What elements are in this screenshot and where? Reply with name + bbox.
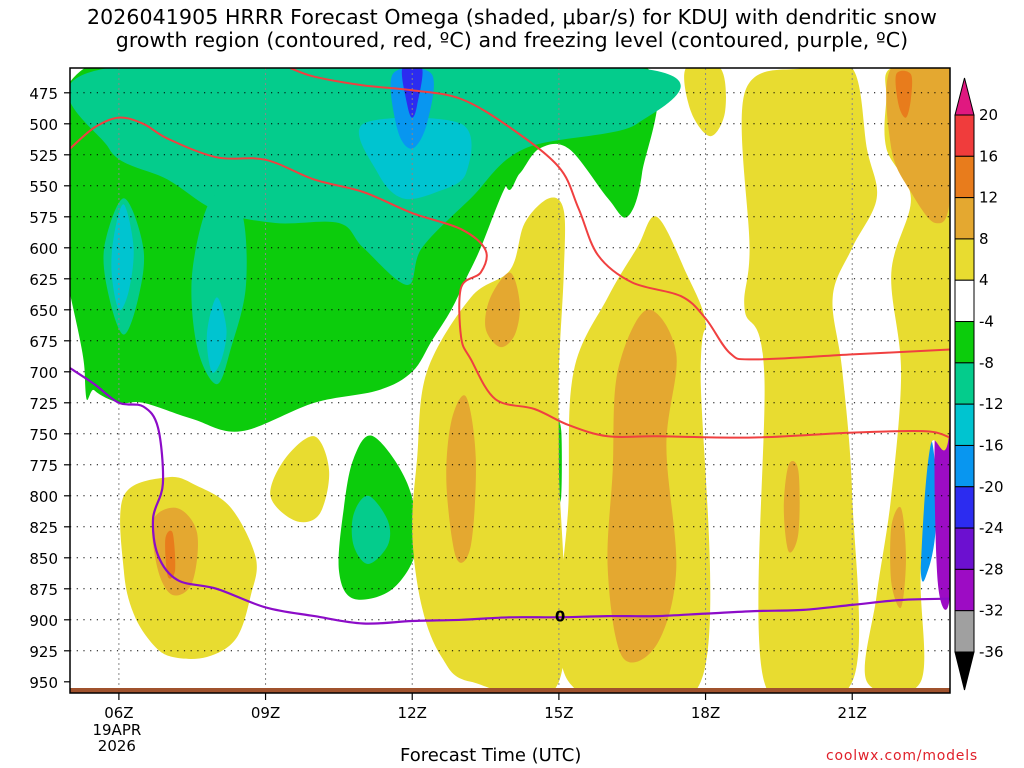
chart-title-line2: growth region (contoured, red, ºC) and f… bbox=[115, 28, 909, 52]
y-tick-label-900: 900 bbox=[29, 612, 58, 630]
omega-region-5 bbox=[191, 193, 247, 385]
colorbar-label-11: -28 bbox=[979, 560, 1004, 578]
y-tick-label-825: 825 bbox=[29, 519, 58, 537]
omega-region-29 bbox=[895, 70, 913, 118]
x-tick-year: 2026 bbox=[98, 737, 136, 755]
y-tick-label-800: 800 bbox=[29, 488, 58, 506]
y-tick-label-850: 850 bbox=[29, 550, 58, 568]
omega-region-10 bbox=[206, 297, 227, 373]
y-tick-label-500: 500 bbox=[29, 116, 58, 134]
colorbar-bin-12 bbox=[954, 610, 975, 653]
y-tick-label-625: 625 bbox=[29, 271, 58, 289]
omega-region-21 bbox=[864, 68, 950, 688]
omega-region-14 bbox=[934, 407, 950, 610]
omega-region-31 bbox=[308, 466, 318, 497]
omega-region-22 bbox=[485, 272, 520, 348]
colorbar-bin-6 bbox=[954, 362, 975, 405]
colorbar-bin-1 bbox=[954, 155, 975, 199]
y-tick-label-725: 725 bbox=[29, 395, 58, 413]
credit-link[interactable]: coolwx.com/models bbox=[826, 748, 979, 764]
colorbar-bin-4 bbox=[954, 279, 975, 323]
chart-title: 2026041905 HRRR Forecast Omega (shaded, … bbox=[0, 6, 1024, 52]
chart-title-line1: 2026041905 HRRR Forecast Omega (shaded, … bbox=[86, 5, 938, 29]
y-tick-label-775: 775 bbox=[29, 457, 58, 475]
omega-region-7 bbox=[351, 495, 391, 564]
colorbar-label-4: 4 bbox=[979, 271, 989, 289]
y-tick-label-575: 575 bbox=[29, 209, 58, 227]
y-tick-label-925: 925 bbox=[29, 643, 58, 661]
colorbar-label-6: -8 bbox=[979, 354, 994, 372]
x-axis-label: Forecast Time (UTC) bbox=[400, 745, 582, 766]
omega-region-27 bbox=[783, 461, 800, 553]
colorbar-label-1: 16 bbox=[979, 147, 998, 165]
colorbar-label-12: -32 bbox=[979, 602, 1004, 620]
x-tick-label-21Z: 21Z bbox=[838, 704, 867, 722]
omega-region-25 bbox=[152, 507, 198, 596]
y-tick-label-700: 700 bbox=[29, 364, 58, 382]
terrain-strip bbox=[70, 688, 950, 693]
omega-region-20 bbox=[684, 68, 726, 137]
colorbar-bin-0 bbox=[954, 114, 975, 157]
dgz-contour-lower bbox=[289, 68, 950, 361]
colorbar-label-7: -12 bbox=[979, 395, 1004, 413]
omega-region-9 bbox=[111, 204, 134, 311]
colorbar-label-2: 12 bbox=[979, 189, 998, 207]
colorbar-label-3: 8 bbox=[979, 230, 989, 248]
omega-region-19 bbox=[741, 68, 878, 688]
plot-frame bbox=[69, 67, 951, 694]
freezing-level-label: 0 bbox=[555, 607, 565, 625]
y-tick-label-550: 550 bbox=[29, 178, 58, 196]
y-tick-label-475: 475 bbox=[29, 85, 58, 103]
contours bbox=[70, 68, 950, 625]
omega-region-17 bbox=[412, 197, 566, 688]
colorbar-label-5: -4 bbox=[979, 313, 994, 331]
y-tick-label-600: 600 bbox=[29, 240, 58, 258]
y-tick-label-950: 950 bbox=[29, 674, 58, 692]
x-tick-label-18Z: 18Z bbox=[691, 704, 720, 722]
colorbar-bin-7 bbox=[954, 403, 975, 446]
colorbar-label-8: -16 bbox=[979, 436, 1004, 454]
y-tick-label-750: 750 bbox=[29, 426, 58, 444]
pressure-axis: 475 500 525 550 575 600 625 650 675 700 725 750 775 8… bbox=[29, 85, 70, 692]
omega-region-4 bbox=[70, 68, 681, 285]
x-tick-label-09Z: 09Z bbox=[251, 704, 280, 722]
x-tick-label-06Z: 06Z bbox=[104, 704, 133, 722]
x-tick-date: 19APR bbox=[92, 721, 141, 739]
colorbar-bin-2 bbox=[954, 197, 975, 240]
omega-colorbar: 20 16 12 8 4 -4 -8 -12 -16 -20 -24 -28 -32 -36 bbox=[954, 77, 1004, 691]
y-tick-label-650: 650 bbox=[29, 302, 58, 320]
x-tick-label-15Z: 15Z bbox=[544, 704, 573, 722]
colorbar-bin-5 bbox=[954, 321, 975, 364]
colorbar-bin-10 bbox=[954, 527, 975, 570]
omega-region-28 bbox=[890, 506, 906, 609]
omega-region-24 bbox=[607, 309, 677, 663]
colorbar-cap-top bbox=[954, 77, 975, 116]
y-tick-label-675: 675 bbox=[29, 333, 58, 351]
x-tick-label-12Z: 12Z bbox=[398, 704, 427, 722]
colorbar-cap-bottom bbox=[954, 651, 975, 691]
y-tick-label-875: 875 bbox=[29, 581, 58, 599]
omega-region-16 bbox=[270, 436, 330, 523]
dgz-contour-upper bbox=[70, 116, 950, 439]
freezing-level-contour bbox=[70, 367, 950, 625]
colorbar-bin-8 bbox=[954, 444, 975, 488]
gridlines bbox=[70, 68, 950, 688]
colorbar-label-9: -20 bbox=[979, 478, 1004, 496]
y-tick-label-525: 525 bbox=[29, 147, 58, 165]
omega-shading bbox=[70, 68, 950, 688]
colorbar-label-10: -24 bbox=[979, 519, 1004, 537]
colorbar-bin-11 bbox=[954, 568, 975, 612]
colorbar-label-0: 20 bbox=[979, 106, 998, 124]
colorbar-bin-9 bbox=[954, 486, 975, 529]
colorbar-label-13: -36 bbox=[979, 643, 1004, 661]
omega-region-30 bbox=[165, 530, 176, 579]
terrain-bar bbox=[70, 688, 950, 693]
colorbar-bin-3 bbox=[954, 238, 975, 281]
omega-region-23 bbox=[446, 395, 476, 563]
omega-region-8 bbox=[358, 117, 472, 200]
